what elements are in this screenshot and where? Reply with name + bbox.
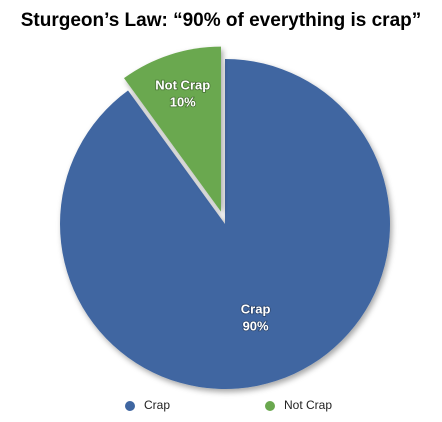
legend-entry: Not Crap [284, 398, 332, 412]
slice-label: Not Crap [155, 77, 210, 92]
legend-marker [265, 401, 275, 411]
pie-slice [123, 46, 221, 212]
legend-entry: Crap [144, 398, 170, 412]
legend-marker [125, 401, 135, 411]
slice-label: Crap [241, 302, 271, 317]
slice-value: 10% [170, 94, 196, 109]
pie-slice [60, 59, 391, 389]
slice-value: 90% [243, 319, 269, 334]
chart-title: Sturgeon’s Law: “90% of everything is cr… [21, 10, 422, 31]
